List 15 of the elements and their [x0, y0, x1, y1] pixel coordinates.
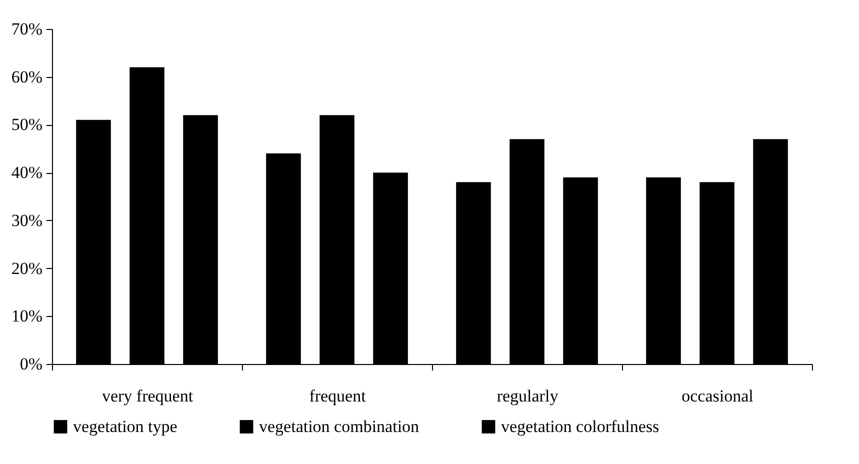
legend-label: vegetation combination [259, 416, 420, 436]
x-tick-label: regularly [496, 386, 559, 406]
y-tick-label: 10% [11, 306, 42, 326]
y-tick-label: 60% [11, 67, 42, 86]
legend-label: vegetation colorfulness [501, 416, 660, 436]
legend-label: vegetation type [73, 416, 178, 436]
y-tick-label: 40% [11, 163, 42, 182]
y-tick-label: 70% [11, 20, 42, 38]
y-tick-label: 50% [11, 115, 42, 134]
x-tick-label: very frequent [102, 386, 194, 406]
x-tick-label: frequent [309, 386, 366, 406]
x-tick-label: occasional [682, 386, 754, 406]
y-tick-label: 30% [11, 210, 42, 230]
y-tick-label: 0% [20, 354, 42, 374]
y-tick-label: 20% [11, 258, 42, 278]
